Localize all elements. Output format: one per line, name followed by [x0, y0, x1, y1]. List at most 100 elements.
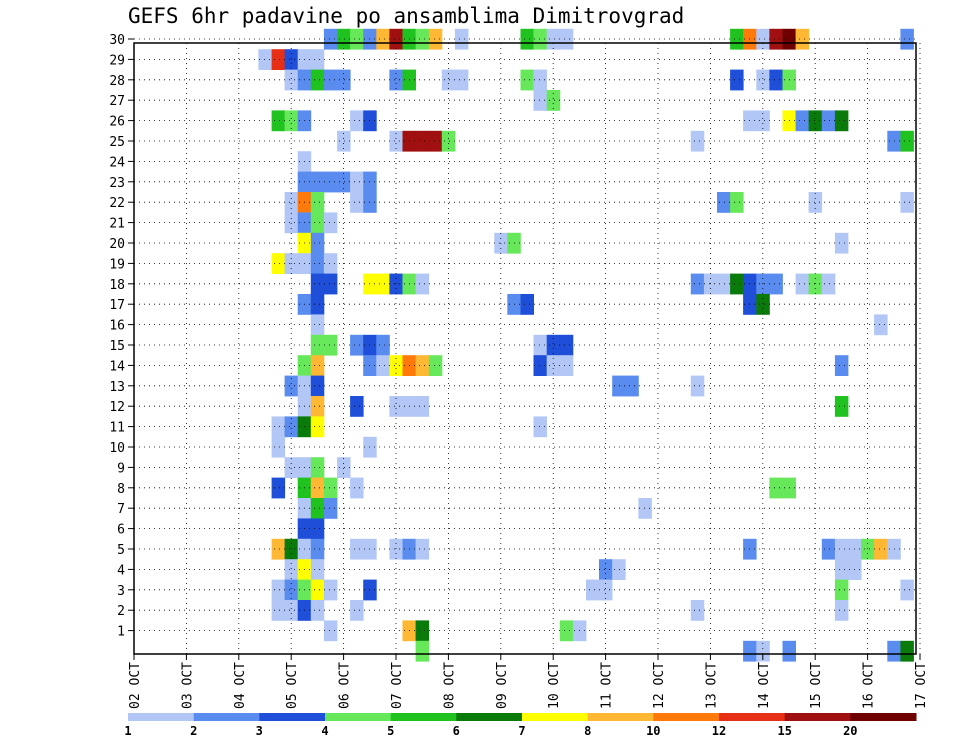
colorbar-swatch: [325, 713, 392, 721]
colorbar-label: 7: [518, 724, 525, 738]
heatmap-cell: [271, 538, 286, 560]
heatmap-cell: [271, 579, 286, 601]
heatmap-cell: [350, 477, 364, 499]
colorbar-swatch: [456, 713, 523, 721]
x-tick-label: 08 OCT: [442, 662, 457, 709]
heatmap-cell: [612, 375, 626, 397]
heatmap-cell: [428, 28, 443, 50]
y-tick-label: 26: [109, 115, 125, 130]
x-tick-label: 16 OCT: [862, 662, 877, 709]
y-tick-label: 20: [109, 237, 125, 252]
heatmap-cell: [415, 640, 430, 662]
heatmap-cell: [520, 69, 534, 91]
heatmap-cell: [337, 130, 351, 152]
heatmap-cell: [310, 192, 325, 213]
heatmap-cell: [533, 69, 547, 91]
heatmap-cell: [821, 110, 836, 132]
heatmap-cell: [900, 28, 914, 50]
x-tick-label: 07 OCT: [390, 662, 405, 709]
y-tick-label: 13: [109, 380, 125, 395]
heatmap-cell: [559, 334, 574, 356]
x-tick-label: 13 OCT: [704, 662, 719, 709]
heatmap-cell: [284, 579, 299, 601]
colorbar-swatch: [587, 713, 654, 721]
colorbar-label: 8: [584, 724, 591, 738]
heatmap-cell: [612, 559, 626, 580]
heatmap-cell: [271, 477, 286, 499]
heatmap-cell: [769, 477, 783, 499]
heatmap-cell: [415, 396, 430, 417]
heatmap-cell: [389, 28, 403, 50]
heatmap-cell: [310, 212, 325, 234]
x-tick-label: 15 OCT: [809, 662, 824, 709]
heatmap-cell: [900, 640, 914, 662]
heatmap-cell: [730, 192, 744, 213]
heatmap-cell: [559, 28, 574, 50]
heatmap-cell: [415, 130, 430, 152]
heatmap-cell: [795, 110, 810, 132]
x-tick-label: 11 OCT: [600, 662, 615, 709]
heatmap-cell: [834, 232, 849, 254]
heatmap-cell: [690, 600, 705, 621]
colorbar-swatch: [128, 713, 195, 721]
heatmap-cell: [769, 28, 783, 50]
heatmap-cell: [323, 579, 338, 601]
heatmap-cell: [533, 416, 547, 438]
colorbar-swatch: [390, 713, 457, 721]
heatmap-cell: [415, 538, 430, 560]
y-tick-label: 5: [117, 543, 125, 558]
heatmap-cell: [284, 600, 299, 621]
heatmap-cell: [533, 334, 547, 356]
heatmap-cell: [323, 273, 338, 295]
heatmap-cell: [310, 314, 325, 336]
plot-frame: [133, 42, 917, 655]
heatmap-cell: [310, 538, 325, 560]
heatmap-cell: [586, 579, 600, 601]
heatmap-cell: [284, 457, 299, 478]
heatmap-cell: [743, 640, 757, 662]
heatmap-cell: [271, 416, 286, 438]
heatmap-cell: [546, 90, 561, 111]
heatmap-cell: [284, 49, 299, 70]
heatmap-cell: [834, 538, 849, 560]
heatmap-cell: [258, 49, 272, 70]
y-tick-label: 19: [109, 257, 125, 272]
heatmap-cell: [337, 171, 351, 193]
heatmap-cell: [546, 334, 561, 356]
heatmap-cell: [350, 192, 364, 213]
heatmap-cell: [625, 375, 639, 397]
heatmap-cell: [323, 620, 338, 642]
heatmap-cell: [454, 69, 469, 91]
heatmap-cell: [284, 538, 299, 560]
heatmap-cell: [310, 396, 325, 417]
y-tick-label: 24: [109, 155, 125, 170]
heatmap-cell: [376, 334, 390, 356]
heatmap-cell: [389, 130, 403, 152]
heatmap-cell: [533, 355, 547, 376]
y-tick-label: 28: [109, 74, 125, 89]
colorbar-label: 20: [843, 724, 857, 738]
y-tick-label: 16: [109, 319, 125, 334]
x-tick-label: 04 OCT: [233, 662, 248, 709]
heatmap-cell: [559, 355, 574, 376]
heatmap-cell: [389, 355, 403, 376]
colorbar-label: 12: [712, 724, 726, 738]
heatmap-cell: [730, 273, 744, 295]
y-tick-label: 27: [109, 94, 125, 109]
heatmap-cell: [441, 130, 456, 152]
y-tick-label: 11: [109, 421, 125, 436]
heatmap-cell: [756, 640, 770, 662]
heatmap-cell: [323, 171, 338, 193]
heatmap-cell: [769, 273, 783, 295]
y-axis: 1234567891011121314151617181920212223242…: [109, 33, 134, 640]
heatmap-cell: [271, 253, 286, 274]
y-tick-label: 8: [117, 482, 125, 497]
heatmap-cell: [874, 538, 888, 560]
heatmap-cell: [795, 28, 810, 50]
colorbar-label: 3: [256, 724, 263, 738]
y-tick-label: 2: [117, 604, 125, 619]
colorbar-swatch: [193, 713, 260, 721]
heatmap-cell: [350, 538, 364, 560]
heatmap-cell: [271, 600, 286, 621]
heatmap-cell: [376, 273, 390, 295]
